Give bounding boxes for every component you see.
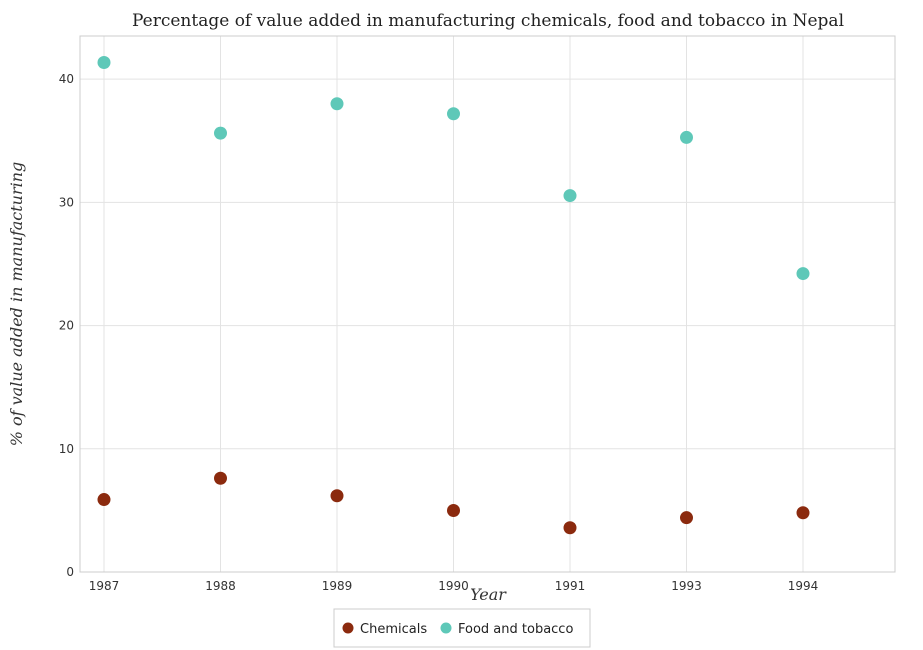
x-ticks: 1987 1988 1989 1990 1991 1993 1994 bbox=[89, 579, 819, 593]
x-tick-label: 1993 bbox=[671, 579, 702, 593]
data-points bbox=[97, 55, 810, 535]
plot-area bbox=[79, 35, 896, 573]
y-tick-label: 0 bbox=[66, 565, 74, 579]
y-tick-label: 30 bbox=[59, 195, 74, 209]
point-chemicals-1994 bbox=[796, 506, 810, 520]
point-food-and-tobacco-1994 bbox=[796, 267, 810, 281]
grid bbox=[80, 36, 895, 573]
y-ticks: 0 10 20 30 40 bbox=[59, 72, 74, 579]
x-axis-label: Year bbox=[470, 585, 507, 604]
legend: Chemicals Food and tobacco bbox=[333, 608, 591, 648]
legend-label-food-and-tobacco: Food and tobacco bbox=[458, 622, 573, 637]
legend-marker-chemicals bbox=[342, 622, 354, 634]
point-chemicals-1987 bbox=[97, 493, 111, 507]
y-tick-label: 10 bbox=[59, 442, 74, 456]
legend-box bbox=[333, 608, 591, 648]
point-food-and-tobacco-1990 bbox=[447, 107, 460, 121]
point-food-and-tobacco-1987 bbox=[97, 55, 111, 69]
x-tick-label: 1990 bbox=[438, 579, 469, 593]
x-tick-label: 1991 bbox=[555, 579, 586, 593]
x-tick-label: 1989 bbox=[322, 579, 353, 593]
y-axis-label: % of value added in manufacturing bbox=[7, 162, 26, 447]
point-food-and-tobacco-1989 bbox=[330, 97, 344, 111]
x-tick-label: 1994 bbox=[788, 579, 819, 593]
point-chemicals-1989 bbox=[330, 489, 344, 503]
x-tick-label: 1987 bbox=[89, 579, 120, 593]
point-chemicals-1991 bbox=[563, 521, 577, 535]
point-chemicals-1988 bbox=[214, 471, 227, 485]
point-food-and-tobacco-1991 bbox=[563, 189, 577, 203]
point-chemicals-1990 bbox=[447, 504, 460, 518]
point-chemicals-1993 bbox=[680, 511, 693, 525]
y-tick-label: 20 bbox=[59, 319, 74, 333]
y-tick-label: 40 bbox=[59, 72, 74, 86]
legend-label-chemicals: Chemicals bbox=[360, 622, 427, 637]
legend-marker-food-and-tobacco bbox=[440, 622, 452, 634]
point-food-and-tobacco-1993 bbox=[680, 130, 693, 144]
x-tick-label: 1988 bbox=[205, 579, 236, 593]
chart-title: Percentage of value added in manufacturi… bbox=[132, 11, 844, 31]
point-food-and-tobacco-1988 bbox=[214, 126, 227, 140]
